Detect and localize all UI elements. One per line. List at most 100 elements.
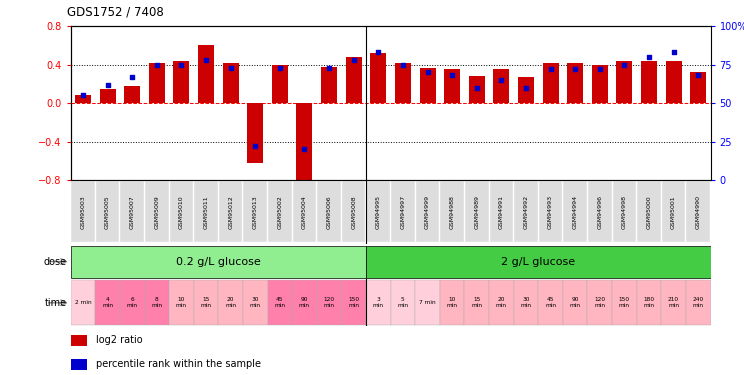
- Bar: [198, 45, 214, 103]
- Text: 15
min: 15 min: [471, 297, 482, 308]
- Text: 150
min: 150 min: [619, 297, 630, 308]
- Bar: [71, 246, 366, 278]
- Bar: [539, 181, 562, 243]
- Text: 20
min: 20 min: [225, 297, 236, 308]
- Point: [422, 69, 434, 75]
- Point: [274, 65, 286, 71]
- Bar: [371, 53, 386, 103]
- Bar: [243, 280, 268, 325]
- Bar: [71, 335, 86, 346]
- Text: GSM94989: GSM94989: [474, 195, 479, 229]
- Text: 7 min: 7 min: [419, 300, 436, 305]
- Bar: [616, 61, 632, 103]
- Point: [692, 72, 704, 78]
- Bar: [391, 280, 415, 325]
- Text: 150
min: 150 min: [348, 297, 359, 308]
- Text: GSM95012: GSM95012: [228, 195, 233, 229]
- Bar: [243, 181, 267, 243]
- Text: 0.2 g/L glucose: 0.2 g/L glucose: [176, 256, 260, 267]
- Point: [249, 143, 261, 149]
- Text: GSM94992: GSM94992: [524, 195, 528, 229]
- Text: 30
min: 30 min: [521, 297, 531, 308]
- Text: GSM94991: GSM94991: [498, 195, 504, 229]
- Text: GDS1752 / 7408: GDS1752 / 7408: [67, 6, 164, 19]
- Text: GSM94994: GSM94994: [573, 195, 577, 229]
- Text: GSM94999: GSM94999: [425, 195, 430, 229]
- Bar: [661, 280, 686, 325]
- Bar: [567, 63, 583, 103]
- Text: GSM95000: GSM95000: [647, 195, 652, 229]
- Bar: [588, 280, 612, 325]
- Bar: [612, 280, 637, 325]
- Point: [520, 85, 532, 91]
- Bar: [514, 181, 538, 243]
- Bar: [95, 280, 120, 325]
- Text: GSM94988: GSM94988: [449, 195, 455, 229]
- Bar: [366, 280, 391, 325]
- Text: GSM95006: GSM95006: [327, 195, 332, 229]
- Point: [225, 65, 237, 71]
- Point: [496, 77, 507, 83]
- Text: 10
min: 10 min: [176, 297, 187, 308]
- Bar: [71, 181, 94, 243]
- Bar: [588, 181, 612, 243]
- Bar: [538, 280, 563, 325]
- Text: GSM95011: GSM95011: [204, 195, 208, 229]
- Point: [151, 62, 163, 68]
- Bar: [440, 181, 464, 243]
- Text: 30
min: 30 min: [250, 297, 260, 308]
- Bar: [218, 280, 243, 325]
- Text: time: time: [45, 298, 67, 308]
- Text: GSM95009: GSM95009: [154, 195, 159, 229]
- Bar: [490, 181, 513, 243]
- Bar: [367, 181, 390, 243]
- Text: GSM94996: GSM94996: [597, 195, 603, 229]
- Text: 6
min: 6 min: [126, 297, 138, 308]
- Bar: [100, 89, 115, 103]
- Text: 120
min: 120 min: [324, 297, 335, 308]
- Bar: [96, 181, 119, 243]
- Text: GSM95010: GSM95010: [179, 195, 184, 229]
- Point: [102, 82, 114, 88]
- Bar: [219, 181, 243, 243]
- Point: [643, 54, 655, 60]
- Text: dose: dose: [44, 256, 67, 267]
- Point: [594, 66, 606, 72]
- Text: GSM95008: GSM95008: [351, 195, 356, 229]
- Text: 20
min: 20 min: [496, 297, 507, 308]
- Point: [569, 66, 581, 72]
- Bar: [272, 64, 288, 103]
- Text: 45
min: 45 min: [275, 297, 286, 308]
- Bar: [469, 76, 485, 103]
- Bar: [247, 103, 263, 163]
- Bar: [124, 86, 140, 103]
- Text: 8
min: 8 min: [151, 297, 162, 308]
- Bar: [120, 280, 144, 325]
- Bar: [637, 280, 661, 325]
- Text: GSM94998: GSM94998: [622, 195, 627, 229]
- Point: [545, 66, 557, 72]
- Bar: [121, 181, 144, 243]
- Bar: [292, 280, 317, 325]
- Bar: [662, 181, 685, 243]
- Bar: [690, 72, 706, 103]
- Bar: [591, 64, 608, 103]
- Text: GSM95002: GSM95002: [278, 195, 283, 229]
- Bar: [193, 280, 218, 325]
- Text: GSM94993: GSM94993: [548, 195, 553, 229]
- Bar: [296, 103, 312, 182]
- Bar: [641, 61, 657, 103]
- Point: [298, 146, 310, 152]
- Bar: [317, 280, 341, 325]
- Bar: [464, 280, 489, 325]
- Text: 10
min: 10 min: [446, 297, 458, 308]
- Bar: [366, 246, 711, 278]
- Point: [176, 62, 187, 68]
- Bar: [493, 69, 510, 103]
- Bar: [317, 181, 341, 243]
- Bar: [687, 181, 710, 243]
- Point: [347, 57, 359, 63]
- Bar: [513, 280, 538, 325]
- Bar: [268, 181, 292, 243]
- Text: 120
min: 120 min: [594, 297, 606, 308]
